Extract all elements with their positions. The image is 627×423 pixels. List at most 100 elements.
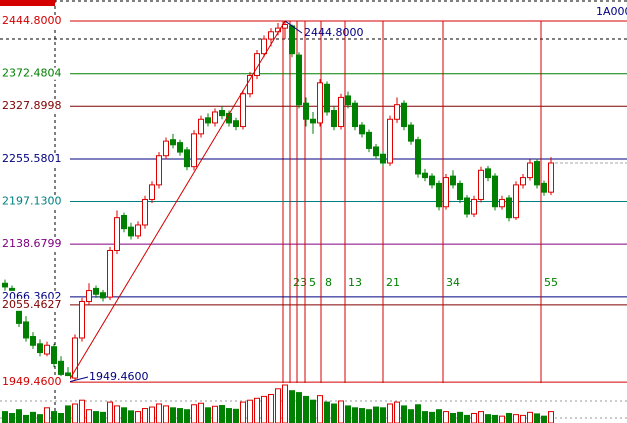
volume-bar xyxy=(338,400,344,423)
volume-bar xyxy=(429,411,435,423)
label-bg xyxy=(0,195,70,208)
candle-body xyxy=(191,133,197,168)
candle-body xyxy=(534,161,540,186)
candle-body xyxy=(513,184,519,219)
y-tick-label: 2444.8000 xyxy=(2,14,62,27)
volume-bar xyxy=(345,405,351,423)
candle-body xyxy=(303,102,309,120)
candle-body xyxy=(198,118,204,135)
fib-label: 34 xyxy=(446,276,460,289)
volume-bar xyxy=(506,413,512,423)
y-tick-label: 2197.1300 xyxy=(2,195,62,208)
volume-bar xyxy=(72,403,78,423)
candle-body xyxy=(254,53,260,77)
candle-body xyxy=(422,172,428,179)
candle-body xyxy=(436,182,442,208)
label-bg xyxy=(0,14,70,27)
volume-bar xyxy=(149,406,155,423)
candle-body xyxy=(310,118,316,124)
volume-bar xyxy=(156,403,162,423)
volume-bar xyxy=(226,408,232,423)
volume-bar xyxy=(51,411,57,423)
candle-body xyxy=(128,226,134,237)
volume-bar xyxy=(212,405,218,423)
volume-bar xyxy=(100,411,106,423)
candle-body xyxy=(457,182,463,200)
candle-body xyxy=(317,82,323,124)
candle-body xyxy=(247,75,253,95)
volume-bar xyxy=(282,384,288,423)
high-label: 2444.8000 xyxy=(304,26,364,39)
label-bg xyxy=(0,298,70,311)
volume-bar xyxy=(422,411,428,423)
candle-body xyxy=(387,118,393,164)
candle-body xyxy=(58,360,64,375)
fib-label: 55 xyxy=(544,276,558,289)
candle-body xyxy=(324,83,330,113)
volume-bar xyxy=(233,408,239,423)
y-tick-label: 2255.5801 xyxy=(2,152,62,165)
candle-body xyxy=(429,175,435,186)
candle-body xyxy=(72,337,78,379)
candle-body xyxy=(184,149,190,168)
pointer xyxy=(284,20,303,34)
candle-body xyxy=(240,93,246,128)
candle-body xyxy=(471,198,477,215)
candle-body xyxy=(149,184,155,200)
candle-body xyxy=(478,169,484,200)
volume-bar xyxy=(247,399,253,423)
volume-bar xyxy=(2,411,8,423)
volume-bar xyxy=(107,401,113,423)
candle-body xyxy=(37,343,43,354)
volume-bar xyxy=(408,409,414,423)
volume-bar xyxy=(79,399,85,423)
volume-bar xyxy=(331,403,337,423)
candle-body xyxy=(121,214,127,230)
volume-bar xyxy=(114,405,120,423)
volume-bar xyxy=(534,413,540,423)
volume-bar xyxy=(44,407,50,423)
volume-bar xyxy=(443,411,449,423)
candle-body xyxy=(44,344,50,355)
candle-body xyxy=(352,102,358,128)
y-tick-label: 2138.6799 xyxy=(2,237,62,250)
candle-body xyxy=(86,290,92,303)
candle-body xyxy=(464,197,470,215)
volume-bar xyxy=(366,409,372,423)
volume-bar xyxy=(520,414,526,423)
candle-body xyxy=(548,162,554,193)
candle-body xyxy=(2,282,8,288)
candle-body xyxy=(527,162,533,179)
volume-bar xyxy=(513,414,519,423)
candle-body xyxy=(114,217,120,251)
candle-body xyxy=(30,336,36,346)
candle-body xyxy=(520,177,526,186)
volume-bar xyxy=(142,408,148,423)
volume-bar xyxy=(135,411,141,423)
corner-label: 1A000 xyxy=(596,5,627,18)
volume-bar xyxy=(352,407,358,423)
candle-body xyxy=(135,224,141,237)
label-bg xyxy=(0,152,70,165)
candle-body xyxy=(443,177,449,208)
volume-bar xyxy=(30,411,36,423)
fib-label: 5 xyxy=(309,276,316,289)
volume-bar xyxy=(9,413,15,423)
volume-bar xyxy=(86,409,92,423)
candle-body xyxy=(450,175,456,186)
trend-line xyxy=(67,20,286,383)
candle-body xyxy=(177,142,183,153)
volume-bar xyxy=(198,402,204,423)
volume-bar xyxy=(492,414,498,423)
volume-bar xyxy=(457,411,463,423)
volume-bar xyxy=(240,401,246,423)
volume-bar xyxy=(58,413,64,423)
volume-bar xyxy=(541,415,547,423)
candle-body xyxy=(408,124,414,142)
volume-bar xyxy=(65,405,71,423)
volume-bar xyxy=(387,403,393,423)
volume-bar xyxy=(499,415,505,423)
volume-bar xyxy=(478,411,484,423)
label-bg xyxy=(0,67,70,80)
candle-body xyxy=(233,120,239,128)
